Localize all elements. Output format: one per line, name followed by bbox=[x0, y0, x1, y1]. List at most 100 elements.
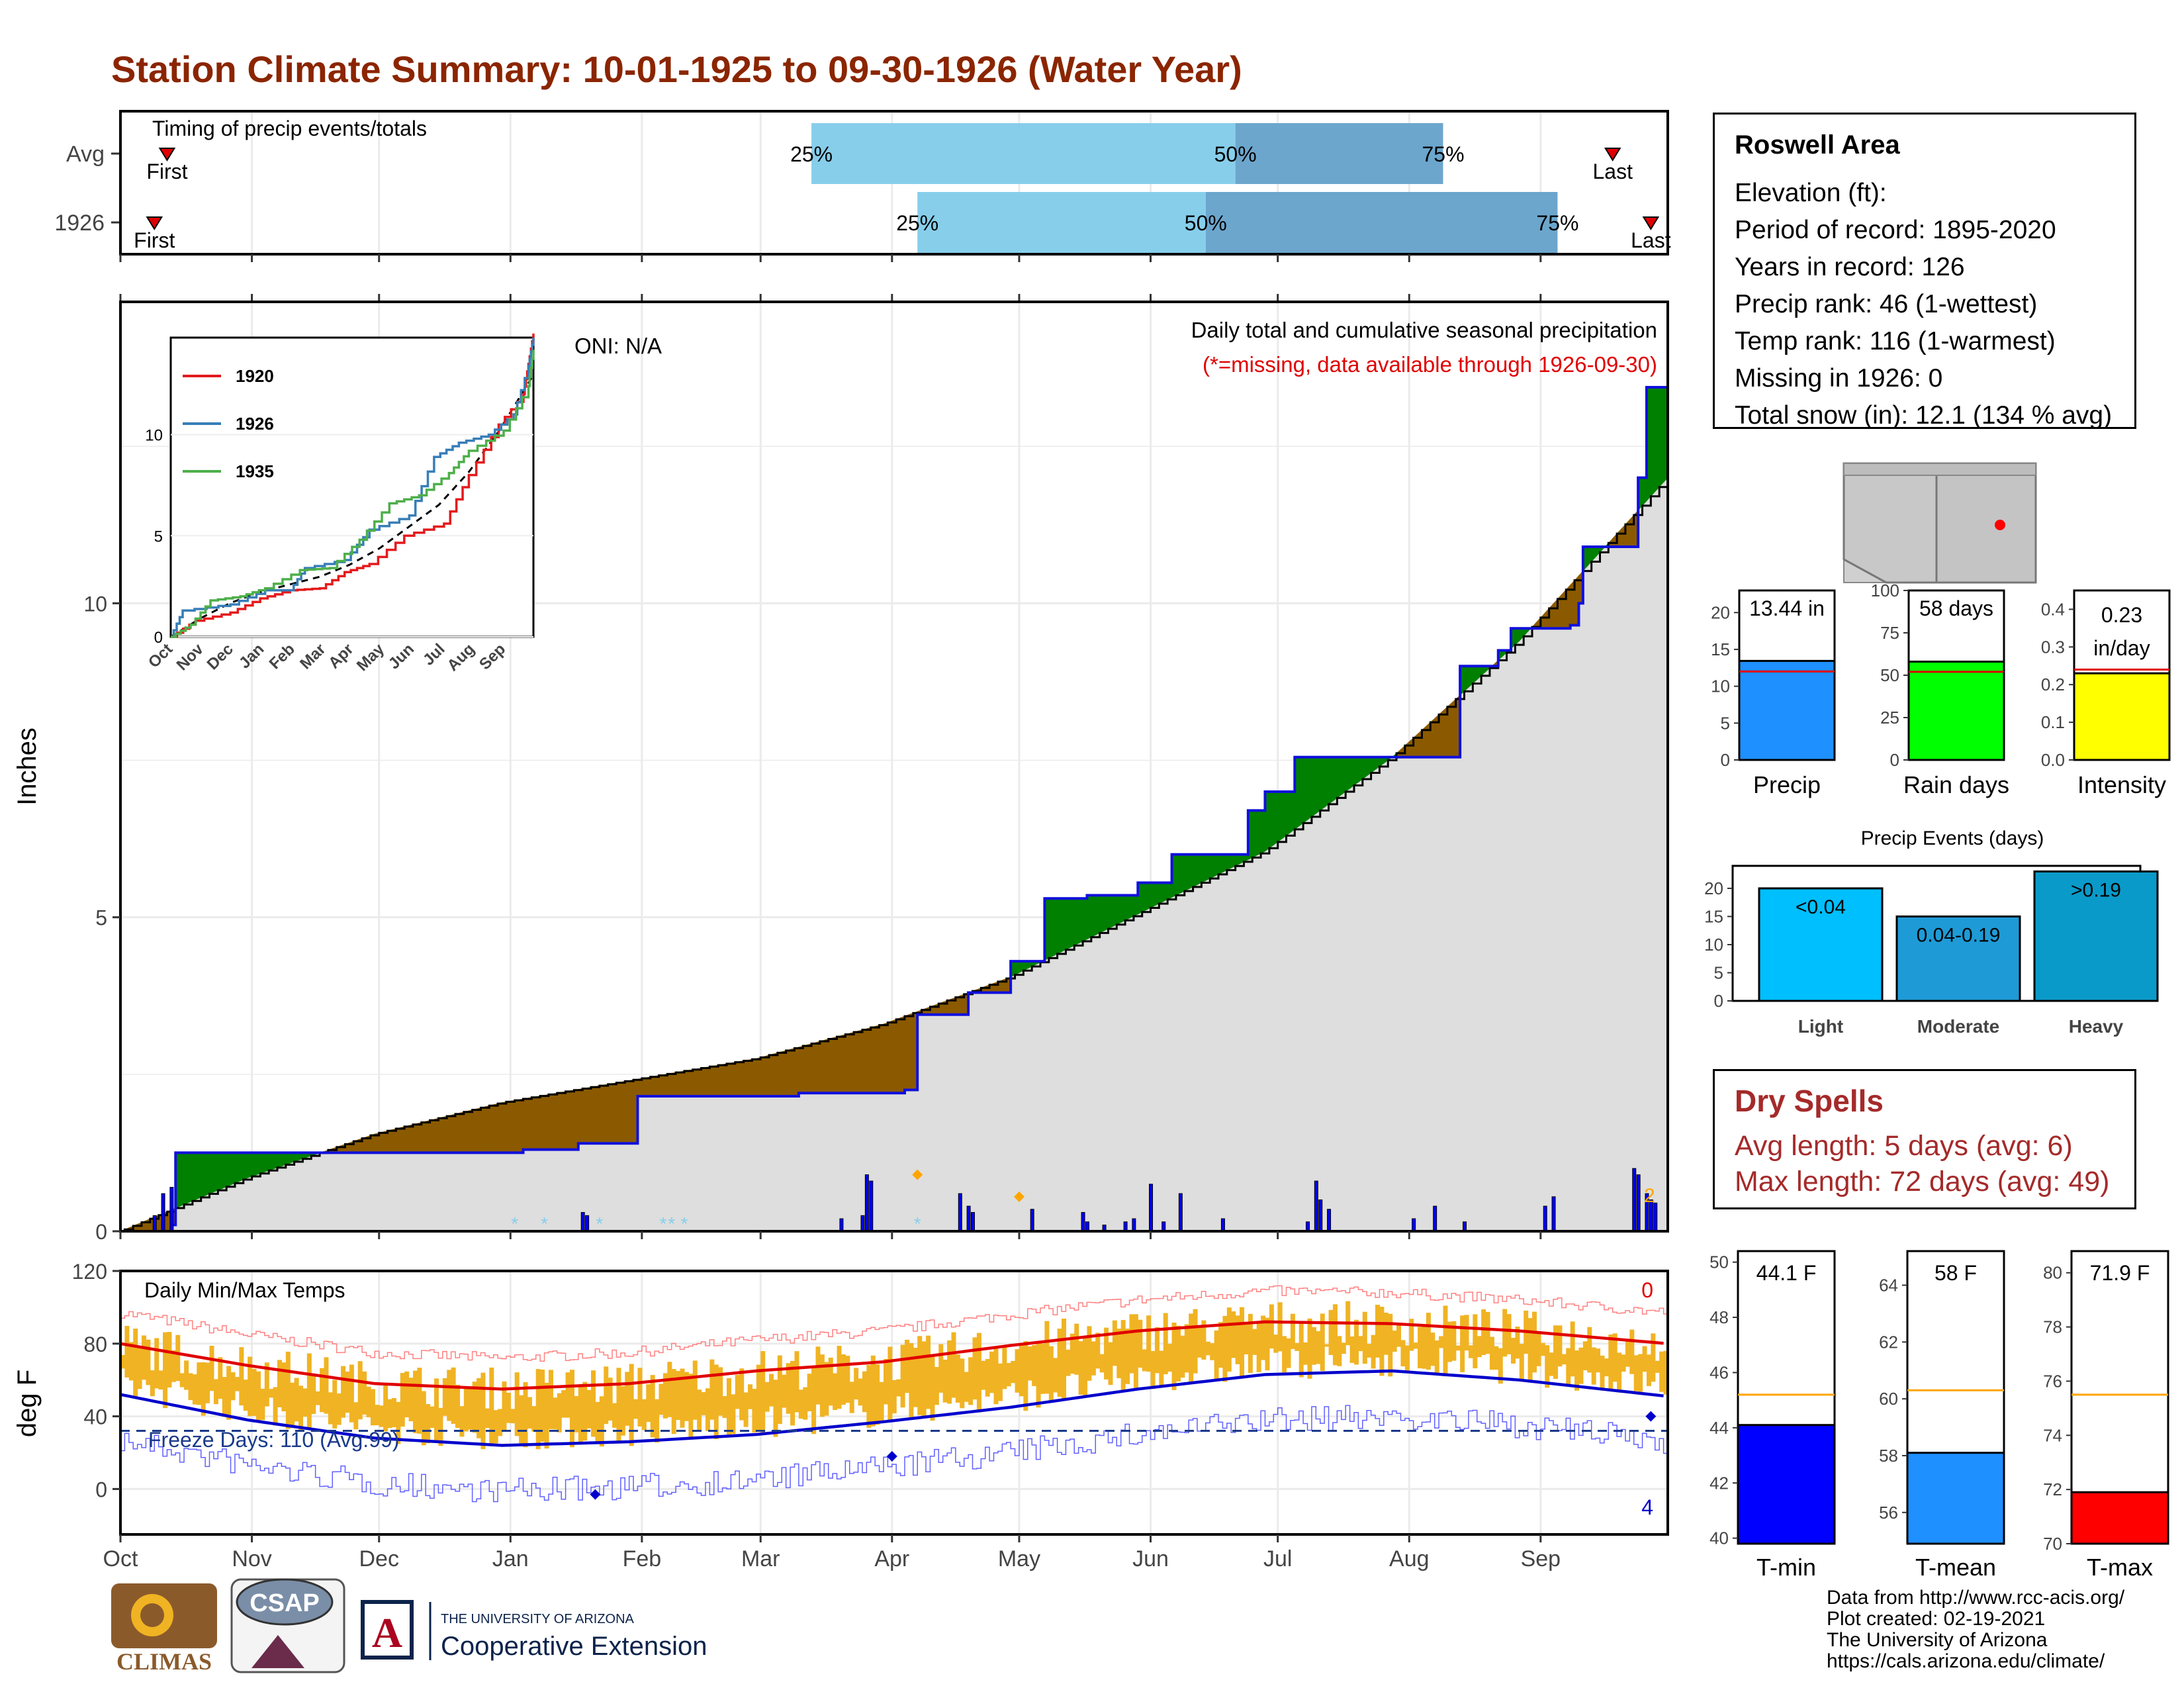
daily-temp-bar bbox=[1273, 1335, 1279, 1353]
daily-temp-bar bbox=[1473, 1314, 1478, 1369]
daily-temp-bar bbox=[1256, 1321, 1261, 1372]
daily-temp-bar bbox=[120, 1355, 126, 1369]
departure-area bbox=[408, 1124, 414, 1153]
daily-temp-bar bbox=[248, 1356, 253, 1417]
daily-temp-bar bbox=[192, 1374, 197, 1405]
timing-p25-label: 25% bbox=[790, 142, 833, 166]
daily-temp-bar bbox=[841, 1354, 846, 1405]
daily-temp-bar bbox=[230, 1372, 236, 1401]
departure-area bbox=[539, 1095, 545, 1150]
heavy-event-marker bbox=[1013, 1191, 1024, 1202]
daily-temp-bar bbox=[1498, 1348, 1503, 1384]
departure-area bbox=[1154, 882, 1160, 906]
daily-temp-bar bbox=[251, 1368, 257, 1416]
departure-area bbox=[675, 1071, 680, 1097]
inset-series-line bbox=[171, 350, 535, 638]
daily-temp-bar bbox=[1044, 1321, 1050, 1394]
events-tick-label: 15 bbox=[1704, 907, 1723, 927]
departure-area bbox=[1150, 882, 1156, 908]
credits: Data from http://www.rcc-acis.org/ Plot … bbox=[1827, 1587, 2124, 1672]
daily-temp-bar bbox=[1311, 1327, 1316, 1365]
departure-area bbox=[463, 1110, 469, 1153]
departure-area bbox=[1103, 895, 1109, 931]
departure-area bbox=[1197, 854, 1202, 886]
daily-temp-bar bbox=[964, 1372, 969, 1402]
departure-area bbox=[662, 1074, 668, 1097]
departure-area bbox=[230, 1152, 236, 1186]
departure-area bbox=[858, 1029, 863, 1094]
daily-temp-bar bbox=[1396, 1324, 1402, 1347]
daily-temp-bar bbox=[578, 1383, 583, 1445]
daily-temp-bar bbox=[387, 1399, 392, 1429]
departure-area bbox=[616, 1082, 621, 1144]
departure-area bbox=[1260, 810, 1265, 854]
daily-temp-bar bbox=[234, 1377, 240, 1391]
departure-area bbox=[688, 1069, 694, 1097]
daily-temp-bar bbox=[1566, 1348, 1571, 1385]
daily-temp-bar bbox=[807, 1374, 812, 1411]
temp-panel-label: T-mean bbox=[1915, 1554, 1996, 1581]
departure-area bbox=[684, 1070, 689, 1097]
daily-temp-bar bbox=[553, 1397, 558, 1430]
observed-cumulative-line bbox=[120, 386, 1668, 1233]
precip-panel-value: 58 days bbox=[1919, 596, 1993, 620]
daily-temp-bar bbox=[324, 1357, 329, 1414]
temp-panel-tick-label: 62 bbox=[1879, 1332, 1898, 1352]
daily-temp-bar bbox=[1362, 1311, 1367, 1364]
daily-temp-bar bbox=[599, 1396, 604, 1447]
daily-precip-bar bbox=[169, 1187, 174, 1232]
daily-temp-bar bbox=[1494, 1346, 1499, 1370]
daily-temp-bar bbox=[1036, 1342, 1041, 1408]
temp-frame bbox=[119, 1270, 1669, 1536]
station-temp-rank: Temp rank: 116 (1-warmest) bbox=[1735, 327, 2056, 355]
daily-temp-bar bbox=[1184, 1324, 1189, 1373]
precip-panel-label: Precip bbox=[1753, 771, 1821, 798]
snow-marker: * bbox=[596, 1213, 603, 1234]
daily-precip-bar bbox=[971, 1212, 976, 1232]
temp-chart-label: Daily Min/Max Temps bbox=[144, 1278, 345, 1302]
snow-marker: * bbox=[680, 1213, 688, 1234]
daily-temp-bar bbox=[298, 1385, 304, 1432]
daily-temp-bar bbox=[493, 1410, 498, 1444]
daily-temp-bar bbox=[1646, 1354, 1651, 1386]
month-label: Feb bbox=[623, 1546, 662, 1571]
dry-spells-avg: Avg length: 5 days (avg: 6) bbox=[1735, 1130, 2073, 1162]
departure-area bbox=[268, 1152, 273, 1171]
temp-panel-tick-label: 58 bbox=[1879, 1446, 1898, 1466]
temp-panel-value: 58 F bbox=[1934, 1261, 1977, 1285]
departure-area bbox=[243, 1152, 248, 1180]
daily-temp-bar bbox=[260, 1388, 265, 1421]
departure-area bbox=[188, 1152, 193, 1203]
station-period: Period of record: 1895-2020 bbox=[1735, 216, 2056, 244]
departure-area bbox=[421, 1121, 426, 1153]
departure-area bbox=[1651, 387, 1656, 497]
daily-temp-bar bbox=[1023, 1341, 1028, 1411]
departure-area bbox=[807, 1043, 812, 1094]
timing-bar-50-75 bbox=[1205, 192, 1558, 253]
departure-area bbox=[502, 1102, 507, 1153]
daily-temp-bar bbox=[1591, 1347, 1596, 1385]
daily-temp-bar bbox=[972, 1337, 978, 1400]
departure-area bbox=[582, 1088, 587, 1144]
daily-temp-bar bbox=[764, 1382, 770, 1412]
temp-panel-tick-label: 72 bbox=[2043, 1479, 2062, 1499]
daily-temp-bar bbox=[1545, 1345, 1550, 1388]
departure-area bbox=[837, 1035, 842, 1094]
heavy-event-marker bbox=[912, 1169, 923, 1180]
departure-area bbox=[620, 1081, 625, 1144]
daily-precip-bar bbox=[1081, 1212, 1085, 1232]
departure-area bbox=[866, 1027, 872, 1094]
daily-precip-bar bbox=[1030, 1209, 1034, 1232]
ua-logo-big-text: Cooperative Extension bbox=[441, 1632, 707, 1661]
daily-temp-bar bbox=[357, 1361, 363, 1420]
daily-temp-bar bbox=[1612, 1333, 1617, 1382]
departure-area bbox=[1273, 791, 1278, 846]
daily-temp-bar bbox=[201, 1362, 206, 1416]
daily-precip-bar bbox=[1632, 1168, 1637, 1232]
daily-temp-bar bbox=[896, 1379, 901, 1397]
daily-temp-bar bbox=[163, 1332, 168, 1409]
daily-temp-bar bbox=[519, 1395, 524, 1444]
departure-area bbox=[1324, 757, 1329, 808]
station-name: Roswell Area bbox=[1735, 130, 1900, 160]
precip-panel-tick-label: 15 bbox=[1711, 639, 1730, 659]
